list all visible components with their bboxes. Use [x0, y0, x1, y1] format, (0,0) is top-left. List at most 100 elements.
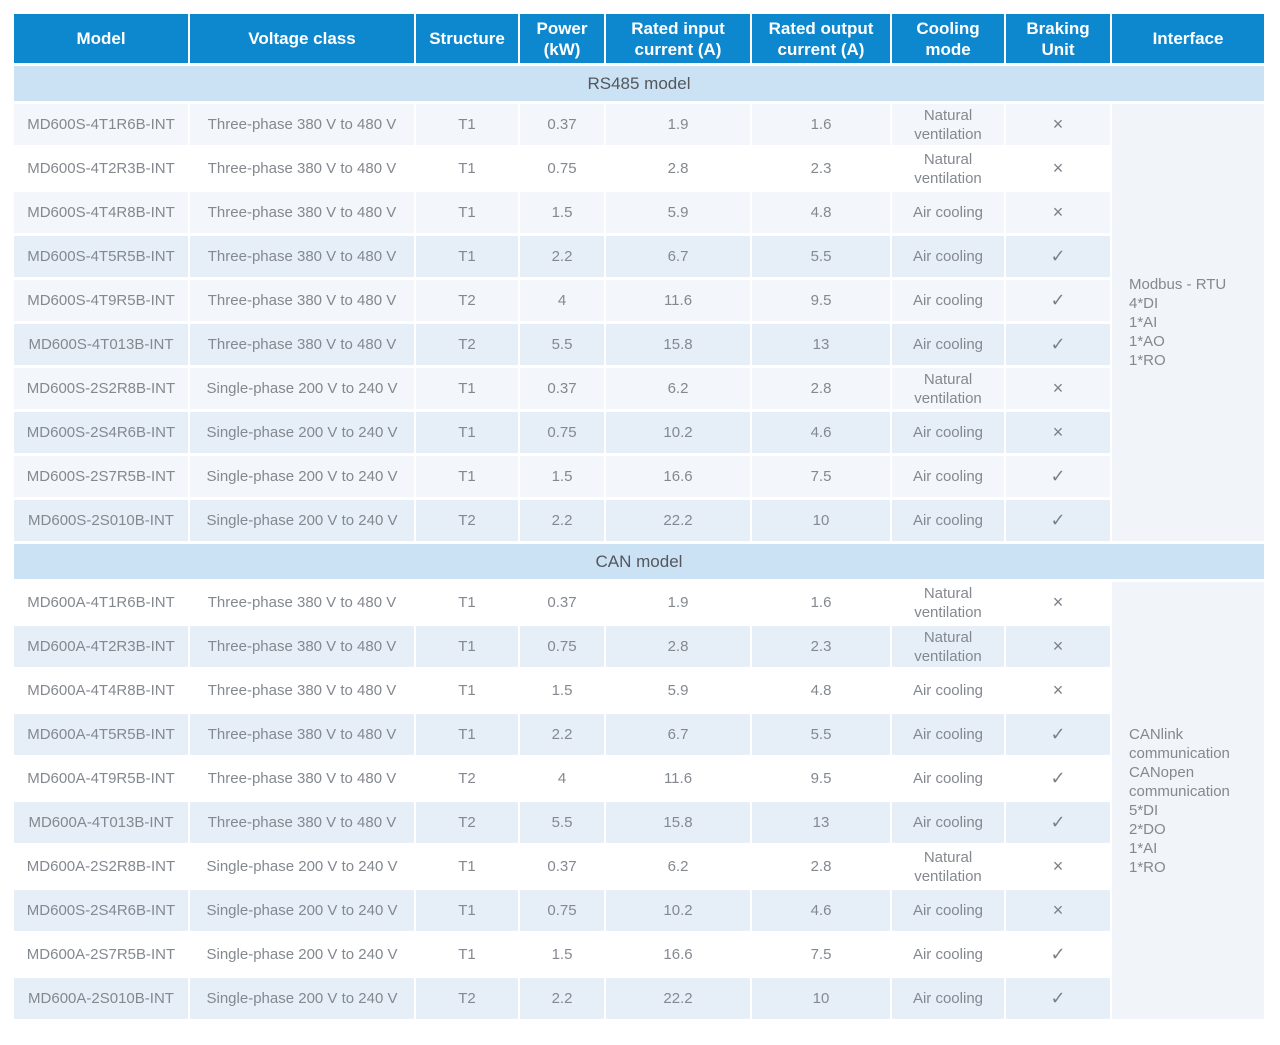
cell-structure: T1	[416, 670, 520, 714]
table-body: RS485 model MD600S-4T1R6B-INT Three-phase …	[14, 66, 1266, 1022]
cell-cooling: Natural ventilation	[892, 148, 1006, 192]
cell-output: 9.5	[752, 758, 892, 802]
cell-model: MD600S-2S010B-INT	[14, 500, 190, 544]
cell-power: 5.5	[520, 324, 606, 368]
cell-model: MD600S-2S7R5B-INT	[14, 456, 190, 500]
cell-input: 22.2	[606, 500, 752, 544]
cell-cooling: Air cooling	[892, 500, 1006, 544]
table-row: MD600S-2S010B-INT Single-phase 200 V to 2…	[14, 500, 1266, 544]
cell-braking: ×	[1006, 670, 1112, 714]
col-header-rated-output: Rated output current (A)	[752, 14, 892, 66]
cell-output: 2.8	[752, 368, 892, 412]
table-row: MD600S-4T013B-INT Three-phase 380 V to 48…	[14, 324, 1266, 368]
table-row: MD600S-4T5R5B-INT Three-phase 380 V to 48…	[14, 236, 1266, 280]
table-row: MD600S-4T1R6B-INT Three-phase 380 V to 48…	[14, 104, 1266, 544]
cell-model: MD600S-4T2R3B-INT	[14, 148, 190, 192]
cell-input: 16.6	[606, 456, 752, 500]
cell-interface: CANlink communication CANopen communicat…	[1112, 582, 1266, 1022]
cell-cooling: Air cooling	[892, 456, 1006, 500]
cell-model: MD600A-2S7R5B-INT	[14, 934, 190, 978]
cell-structure: T1	[416, 456, 520, 500]
cell-input: 6.2	[606, 368, 752, 412]
cell-cooling: Natural ventilation	[892, 846, 1006, 890]
cell-output: 9.5	[752, 280, 892, 324]
cell-output: 1.6	[752, 104, 892, 148]
section-band-row: CAN model	[14, 544, 1266, 582]
cell-voltage: Three-phase 380 V to 480 V	[190, 280, 416, 324]
cell-power: 1.5	[520, 192, 606, 236]
section-title: RS485 model	[14, 66, 1266, 104]
cell-output: 7.5	[752, 934, 892, 978]
cell-braking: ×	[1006, 104, 1112, 148]
cell-output: 13	[752, 324, 892, 368]
cell-power: 0.75	[520, 626, 606, 670]
cell-power: 2.2	[520, 500, 606, 544]
cell-power: 0.37	[520, 368, 606, 412]
table-row: MD600A-4T9R5B-INT Three-phase 380 V to 48…	[14, 758, 1266, 802]
cell-structure: T1	[416, 934, 520, 978]
cell-structure: T2	[416, 280, 520, 324]
cell-output: 10	[752, 978, 892, 1022]
cell-input: 6.2	[606, 846, 752, 890]
cell-structure: T1	[416, 714, 520, 758]
cell-voltage: Three-phase 380 V to 480 V	[190, 758, 416, 802]
cell-braking: ×	[1006, 626, 1112, 670]
cell-structure: T2	[416, 978, 520, 1022]
cell-power: 1.5	[520, 670, 606, 714]
cell-model: MD600A-4T2R3B-INT	[14, 626, 190, 670]
cell-voltage: Single-phase 200 V to 240 V	[190, 500, 416, 544]
table-row: MD600S-2S2R8B-INT Single-phase 200 V to 2…	[14, 368, 1266, 412]
col-header-power: Power (kW)	[520, 14, 606, 66]
table-row: MD600A-2S7R5B-INT Single-phase 200 V to 2…	[14, 934, 1266, 978]
cell-braking: ✓	[1006, 236, 1112, 280]
col-header-model: Model	[14, 14, 190, 66]
cell-braking: ×	[1006, 846, 1112, 890]
table-row: MD600S-2S7R5B-INT Single-phase 200 V to 2…	[14, 456, 1266, 500]
cell-input: 1.9	[606, 104, 752, 148]
cell-braking: ×	[1006, 412, 1112, 456]
cell-voltage: Three-phase 380 V to 480 V	[190, 324, 416, 368]
cell-input: 10.2	[606, 890, 752, 934]
cell-cooling: Air cooling	[892, 978, 1006, 1022]
cell-braking: ✓	[1006, 280, 1112, 324]
cell-input: 15.8	[606, 802, 752, 846]
cell-output: 4.6	[752, 890, 892, 934]
cell-cooling: Air cooling	[892, 236, 1006, 280]
cell-power: 0.75	[520, 148, 606, 192]
cell-output: 4.6	[752, 412, 892, 456]
cell-cooling: Air cooling	[892, 802, 1006, 846]
cell-structure: T2	[416, 802, 520, 846]
col-header-cooling: Cooling mode	[892, 14, 1006, 66]
cell-cooling: Air cooling	[892, 714, 1006, 758]
section-title: CAN model	[14, 544, 1266, 582]
cell-model: MD600S-4T9R5B-INT	[14, 280, 190, 324]
cell-power: 0.37	[520, 104, 606, 148]
cell-braking: ✓	[1006, 324, 1112, 368]
cell-cooling: Natural ventilation	[892, 368, 1006, 412]
cell-model: MD600A-2S2R8B-INT	[14, 846, 190, 890]
cell-voltage: Three-phase 380 V to 480 V	[190, 670, 416, 714]
cell-cooling: Air cooling	[892, 324, 1006, 368]
cell-structure: T1	[416, 236, 520, 280]
cell-output: 2.8	[752, 846, 892, 890]
cell-structure: T1	[416, 192, 520, 236]
cell-input: 5.9	[606, 670, 752, 714]
cell-structure: T1	[416, 368, 520, 412]
cell-output: 4.8	[752, 192, 892, 236]
cell-structure: T1	[416, 626, 520, 670]
cell-cooling: Air cooling	[892, 934, 1006, 978]
table-row: MD600A-2S2R8B-INT Single-phase 200 V to 2…	[14, 846, 1266, 890]
cell-output: 4.8	[752, 670, 892, 714]
cell-structure: T2	[416, 500, 520, 544]
cell-input: 11.6	[606, 280, 752, 324]
cell-cooling: Natural ventilation	[892, 582, 1006, 626]
spec-table: Model Voltage class Structure Power (kW)…	[14, 14, 1266, 1022]
cell-power: 4	[520, 280, 606, 324]
cell-power: 1.5	[520, 934, 606, 978]
cell-model: MD600S-4T1R6B-INT	[14, 104, 190, 148]
cell-braking: ×	[1006, 192, 1112, 236]
cell-output: 2.3	[752, 148, 892, 192]
cell-input: 15.8	[606, 324, 752, 368]
cell-input: 11.6	[606, 758, 752, 802]
cell-model: MD600S-2S2R8B-INT	[14, 368, 190, 412]
